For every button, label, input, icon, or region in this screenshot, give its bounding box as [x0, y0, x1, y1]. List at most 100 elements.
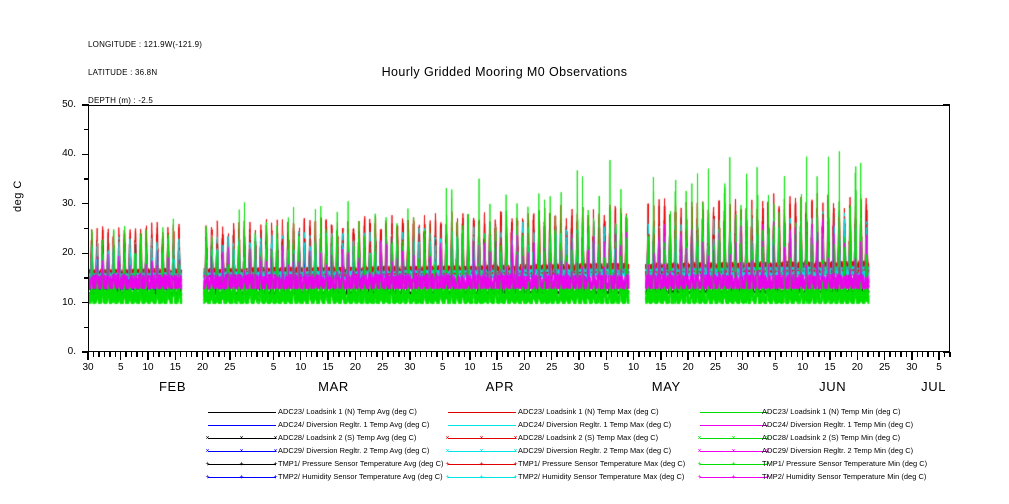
x-tick-minor	[425, 352, 427, 357]
legend-swatch	[208, 438, 276, 440]
legend-marker: +	[273, 460, 278, 468]
x-tick-minor	[823, 352, 826, 357]
x-tick-label: 5	[270, 362, 277, 373]
x-tick-major	[911, 352, 913, 360]
x-tick-minor	[649, 352, 651, 357]
legend-label: TMP1/ Pressure Sensor Temperature Min (d…	[762, 459, 928, 468]
x-tick-minor	[665, 352, 667, 357]
x-tick-minor	[638, 352, 640, 357]
x-tick-minor	[218, 352, 220, 357]
x-tick-minor	[245, 352, 247, 357]
x-tick-minor	[234, 352, 236, 357]
legend-item: × × × ADC29/ Diversion Regltr. 2 Temp Max (…	[0, 445, 1009, 459]
x-tick-label: 25	[377, 362, 389, 373]
legend-marker: +	[445, 460, 450, 468]
legend-swatch	[448, 438, 516, 440]
x-tick-minor	[534, 352, 537, 357]
x-tick-minor	[136, 352, 138, 357]
y-tick-label: 20.	[62, 247, 76, 259]
x-tick-minor	[447, 352, 449, 357]
legend-item: ADC24/ Diversion Regltr. 1 Temp Min (deg…	[0, 419, 1009, 433]
legend-marker: +	[479, 473, 484, 481]
x-tick-minor	[316, 352, 318, 357]
x-tick-minor	[949, 352, 951, 357]
x-tick-minor	[365, 352, 367, 357]
y-tick-minor	[84, 178, 89, 180]
x-tick-major	[229, 352, 231, 360]
x-tick-minor	[125, 352, 127, 357]
x-tick-minor	[420, 352, 422, 357]
x-tick-minor	[731, 352, 733, 357]
legend-swatch	[700, 451, 768, 453]
x-tick-major	[551, 352, 553, 360]
x-tick-label: 10	[295, 362, 307, 373]
x-tick-minor	[943, 352, 946, 357]
legend-item: × × × ADC29/ Diversion Regltr. 2 Temp Avg (…	[0, 445, 1009, 459]
x-tick-major	[87, 352, 89, 360]
x-tick-major	[938, 352, 940, 360]
x-tick-minor	[207, 352, 209, 357]
x-tick-minor	[889, 352, 891, 357]
x-tick-major	[469, 352, 471, 360]
x-tick-minor	[583, 352, 586, 357]
x-tick-minor	[627, 352, 629, 357]
x-tick-major	[741, 352, 744, 360]
legend-marker: +	[765, 473, 770, 481]
x-month-label: FEB	[159, 379, 187, 394]
x-tick-major	[147, 352, 149, 360]
legend-item: + + + TMP1/ Pressure Sensor Temperature Max…	[0, 458, 1009, 472]
x-tick-minor	[163, 352, 166, 357]
legend-item: ADC23/ Loadsink 1 (N) Temp Min (deg C)	[0, 406, 1009, 420]
legend-marker: +	[697, 460, 702, 468]
x-tick-minor	[240, 352, 242, 357]
x-tick-label: 30	[573, 362, 585, 373]
x-tick-minor	[851, 352, 853, 357]
legend-label: ADC23/ Loadsink 1 (N) Temp Max (deg C)	[518, 407, 659, 416]
legend-item: ADC23/ Loadsink 1 (N) Temp Max (deg C)	[0, 406, 1009, 420]
y-tick-minor	[84, 277, 89, 279]
x-tick-major	[272, 352, 275, 360]
x-month-label: JUL	[921, 379, 947, 394]
y-axis-title: deg C	[12, 180, 24, 212]
x-tick-minor	[223, 352, 226, 357]
legend-label: TMP2/ Humidity Sensor Temperature Min (d…	[762, 472, 927, 481]
x-tick-major	[801, 352, 804, 360]
x-tick-minor	[894, 352, 897, 357]
x-tick-minor	[261, 352, 264, 357]
legend-marker: ×	[239, 447, 244, 455]
legend-marker: +	[239, 473, 244, 481]
x-tick-minor	[480, 352, 482, 357]
x-tick-minor	[414, 352, 417, 357]
x-tick-minor	[436, 352, 438, 357]
y-tick-label: 30.	[62, 197, 76, 209]
x-tick-minor	[785, 352, 788, 357]
x-tick-minor	[736, 352, 738, 357]
x-tick-minor	[621, 352, 624, 357]
x-tick-minor	[98, 352, 100, 357]
legend-swatch	[208, 412, 276, 414]
x-tick-major	[774, 352, 777, 360]
x-tick-minor	[103, 352, 106, 357]
x-tick-minor	[780, 352, 782, 357]
x-tick-minor	[561, 352, 564, 357]
y-tick-label: 40.	[62, 148, 76, 160]
legend-marker: +	[697, 473, 702, 481]
legend-marker: ×	[513, 434, 518, 442]
x-tick-label: 15	[824, 362, 836, 373]
x-tick-minor	[256, 352, 258, 357]
legend-marker: ×	[479, 447, 484, 455]
x-tick-minor	[485, 352, 487, 357]
x-tick-minor	[834, 352, 837, 357]
x-tick-minor	[212, 352, 215, 357]
legend-marker: ×	[697, 434, 702, 442]
x-tick-label: 20	[682, 362, 694, 373]
x-tick-minor	[812, 352, 815, 357]
legend-label: ADC24/ Diversion Regltr. 1 Temp Max (deg…	[518, 420, 672, 429]
y-tick-major	[82, 301, 89, 304]
legend-label: ADC28/ Loadsink 2 (S) Temp Avg (deg C)	[278, 433, 417, 442]
x-tick-major	[354, 352, 357, 360]
x-tick-major	[174, 352, 176, 360]
series-canvas	[89, 106, 951, 353]
x-tick-label: 15	[655, 362, 667, 373]
x-tick-label: 10	[797, 362, 809, 373]
